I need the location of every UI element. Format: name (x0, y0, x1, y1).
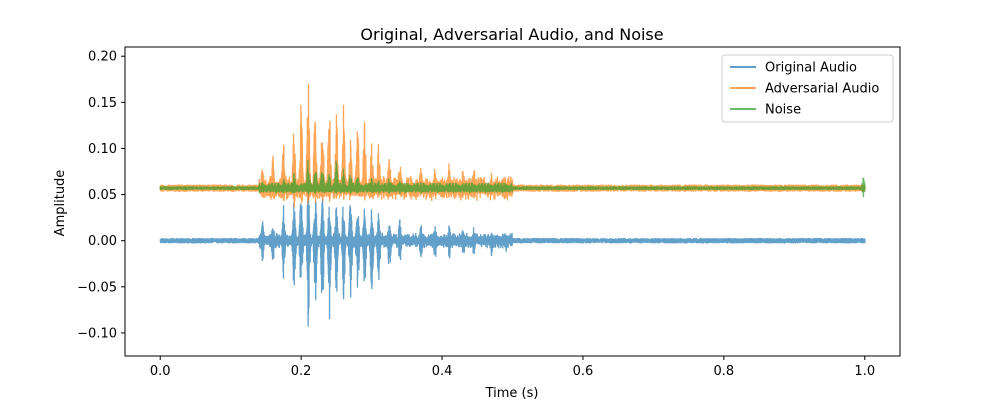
x-axis-label: Time (s) (485, 386, 539, 400)
x-tick-label: 0.2 (291, 364, 312, 379)
legend-label: Adversarial Audio (765, 82, 879, 97)
x-tick-label: 0.6 (573, 364, 594, 379)
x-tick-label: 0.0 (150, 364, 171, 379)
legend-label: Noise (765, 103, 801, 118)
plot-frame (124, 46, 901, 357)
y-tick-label: 0.15 (88, 96, 117, 111)
y-axis-label: Amplitude (53, 170, 68, 237)
y-tick-label: −0.10 (77, 326, 117, 341)
series-line-noise (159, 159, 866, 198)
legend-label: Original Audio (765, 61, 857, 76)
y-tick-label: 0.10 (88, 142, 117, 157)
x-tick-label: 0.4 (432, 364, 453, 379)
legend-box (721, 54, 894, 123)
legend: Original Audio Adversarial Audio Noise (721, 54, 894, 123)
y-tick-label: −0.05 (77, 280, 117, 295)
x-tick-label: 1.0 (854, 364, 875, 379)
series-line-original-audio (159, 190, 866, 327)
y-tick-label: 0.20 (88, 50, 117, 65)
chart-title: Original, Adversarial Audio, and Noise (360, 25, 663, 44)
y-tick-label: 0.00 (88, 234, 117, 249)
x-tick-label: 0.8 (714, 364, 735, 379)
y-tick-label: 0.05 (88, 188, 117, 203)
